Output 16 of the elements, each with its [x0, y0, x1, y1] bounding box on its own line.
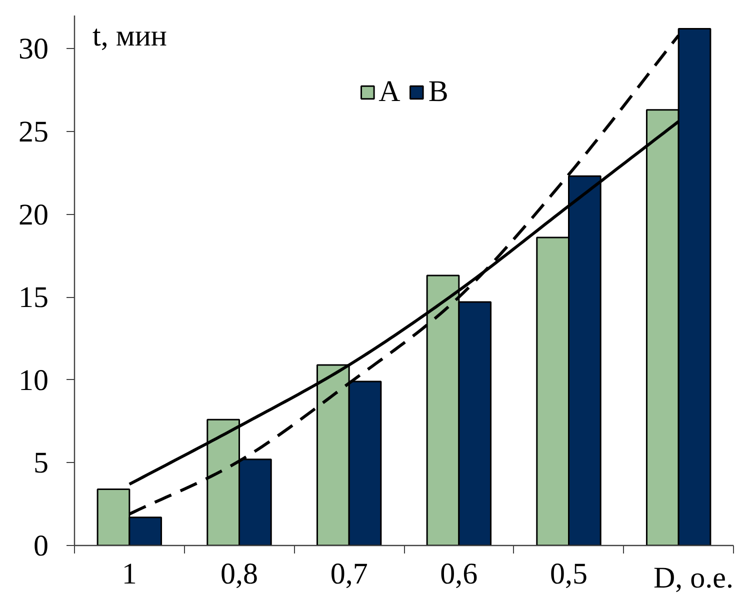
x-axis-title: D, о.е. — [654, 562, 734, 594]
y-tick-label: 30 — [18, 32, 48, 66]
y-tick-label: 0 — [34, 530, 48, 562]
x-tick-label: 0,5 — [550, 558, 588, 590]
x-tick-label: 1 — [122, 558, 137, 590]
legend-label: B — [428, 75, 448, 109]
y-tick-label: 5 — [34, 446, 48, 480]
x-tick-label: 0,6 — [440, 558, 478, 590]
y-tick-label: 25 — [18, 115, 48, 148]
legend-label: A — [378, 75, 400, 109]
y-tick-label: 15 — [18, 281, 48, 314]
x-tick-label: 0,8 — [220, 558, 258, 590]
y-axis-title: t, мин — [92, 20, 167, 52]
y-tick-label: 10 — [18, 364, 48, 397]
x-tick-label: 0,7 — [330, 558, 368, 590]
y-tick-label: 20 — [18, 198, 48, 232]
